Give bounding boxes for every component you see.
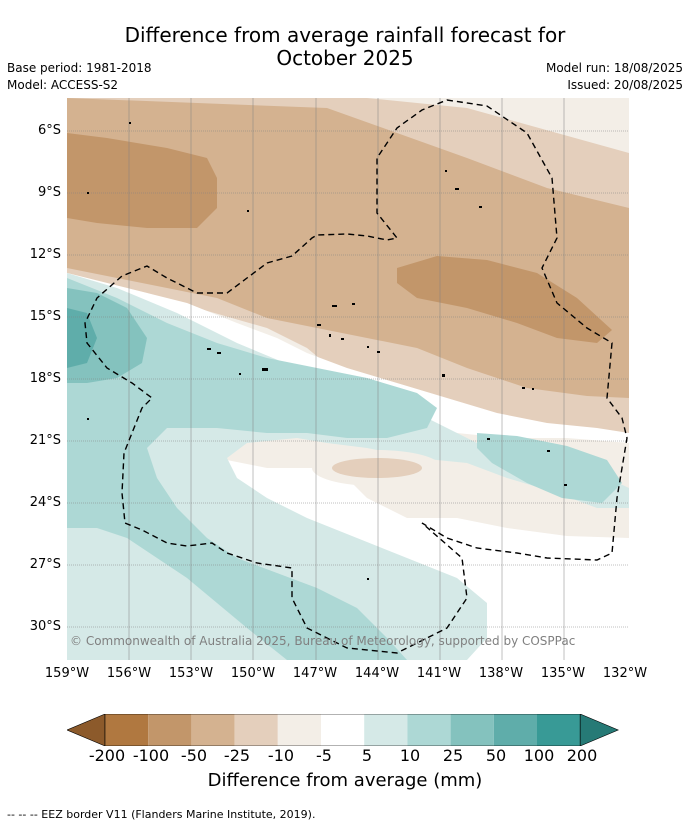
colorbar-tick-label: -100 <box>132 746 170 765</box>
lon-label: 153°W <box>168 666 214 681</box>
colorbar-tick-label: 200 <box>566 746 598 765</box>
wet-region-10-east <box>477 433 622 503</box>
colorbar-extend-high <box>579 714 619 746</box>
issued-text: Issued: 20/08/2025 <box>567 78 683 92</box>
colorbar-tick-label: -10 <box>267 746 295 765</box>
colorbar-cell <box>450 714 494 746</box>
lon-label: 138°W <box>478 666 524 681</box>
colorbar-cell <box>277 714 321 746</box>
colorbar-cell <box>105 714 149 746</box>
wet-region-50 <box>67 308 97 368</box>
base-period-text: Base period: 1981-2018 <box>7 61 152 75</box>
lat-label: 9°S <box>37 185 61 200</box>
eez-legend-note: -- -- -- EEZ border V11 (Flanders Marine… <box>7 808 316 821</box>
colorbar-cell <box>407 714 451 746</box>
model-run-text: Model run: 18/08/2025 <box>545 61 683 75</box>
dry-patch-south <box>457 494 537 522</box>
colorbar-cell <box>364 714 408 746</box>
lon-label: 141°W <box>416 666 462 681</box>
meta-left: Base period: 1981-2018 Model: ACCESS-S2 <box>7 60 152 94</box>
colorbar-cell <box>493 714 537 746</box>
dry-band-50-east <box>397 256 612 343</box>
title-line-2: October 2025 <box>276 46 414 70</box>
lon-label: 132°W <box>602 666 648 681</box>
colorbar <box>67 714 619 746</box>
map-canvas <box>67 98 629 660</box>
lon-gridlines <box>128 98 565 660</box>
colorbar-title: Difference from average (mm) <box>207 770 483 791</box>
colorbar-tick-label: 10 <box>399 746 421 765</box>
meta-right: Model run: 18/08/2025 Issued: 20/08/2025 <box>546 60 683 94</box>
lat-label: 6°S <box>37 123 61 138</box>
lon-label: 144°W <box>354 666 400 681</box>
lat-label: 18°S <box>29 371 61 386</box>
dry-patch-central-inner <box>332 458 422 478</box>
lon-label: 150°W <box>230 666 276 681</box>
colorbar-tick-label: 5 <box>361 746 373 765</box>
lon-label: 135°W <box>540 666 586 681</box>
colorbar-extend-low <box>67 714 106 746</box>
colorbar-cell <box>537 714 581 746</box>
dry-band-50-west <box>67 133 217 228</box>
colorbar-tick-label: -50 <box>180 746 208 765</box>
lat-label: 27°S <box>29 557 61 572</box>
forecast-map <box>67 98 629 660</box>
lon-label: 156°W <box>106 666 152 681</box>
neutral-band <box>67 273 629 443</box>
title-line-1: Difference from average rainfall forecas… <box>124 23 566 47</box>
eez-border <box>84 99 628 654</box>
island-marks <box>87 122 567 580</box>
colorbar-cell <box>148 714 192 746</box>
lat-gridlines <box>67 130 629 628</box>
lon-label: 147°W <box>292 666 338 681</box>
model-text: Model: ACCESS-S2 <box>7 78 119 92</box>
colorbar-cell <box>321 714 365 746</box>
colorbar-tick-label: 50 <box>485 746 507 765</box>
wet-region-10 <box>67 278 437 660</box>
lat-label: 30°S <box>29 619 61 634</box>
colorbar-tick-label: -5 <box>316 746 332 765</box>
lat-label: 12°S <box>29 247 61 262</box>
colorbar-cell <box>191 714 235 746</box>
colorbar-tick-label: -200 <box>88 746 126 765</box>
colorbar-tick-label: 25 <box>442 746 464 765</box>
lat-label: 15°S <box>29 309 61 324</box>
colorbar-cell <box>234 714 278 746</box>
colorbar-frame <box>104 714 581 746</box>
colorbar-tick-label: -25 <box>223 746 251 765</box>
lat-label: 21°S <box>29 433 61 448</box>
lat-label: 24°S <box>29 495 61 510</box>
map-title: Difference from average rainfall forecas… <box>0 24 690 70</box>
copyright-text: © Commonwealth of Australia 2025, Bureau… <box>70 634 576 648</box>
colorbar-tick-label: 100 <box>523 746 555 765</box>
lon-label: 159°W <box>44 666 90 681</box>
